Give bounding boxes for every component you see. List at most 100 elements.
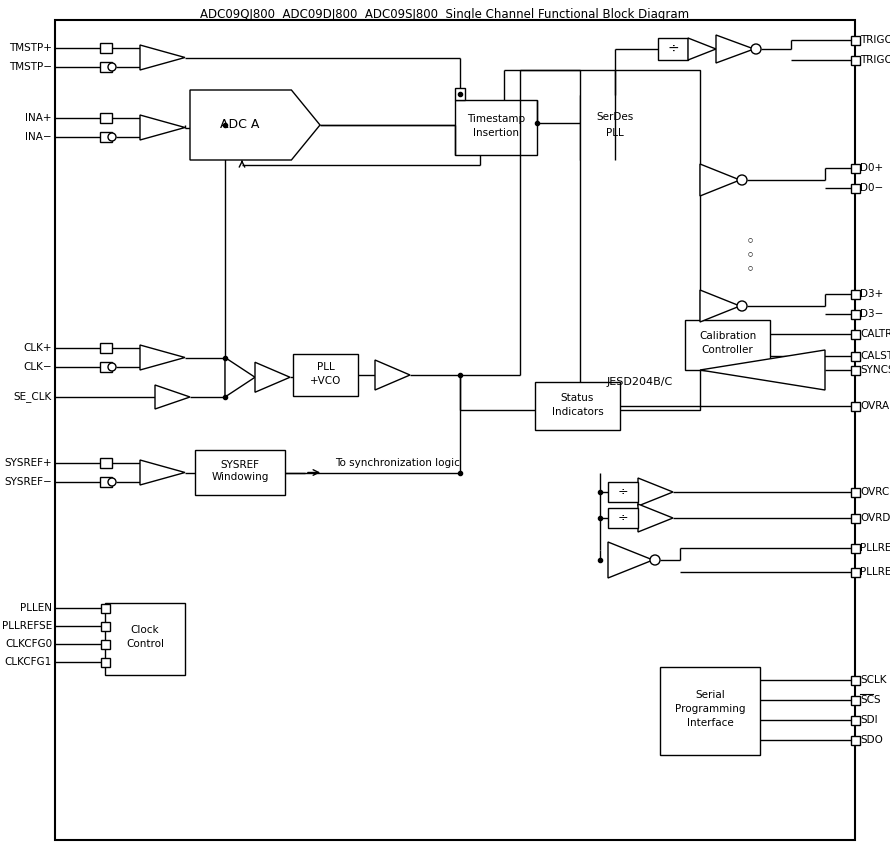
Polygon shape bbox=[140, 115, 185, 140]
Text: +VCO: +VCO bbox=[310, 376, 341, 386]
Bar bbox=[851, 735, 860, 745]
Bar bbox=[100, 62, 112, 72]
Text: CALTRIG: CALTRIG bbox=[860, 329, 890, 339]
Text: PLL: PLL bbox=[317, 362, 335, 372]
Polygon shape bbox=[140, 460, 185, 485]
Bar bbox=[658, 38, 688, 60]
Text: OVRA: OVRA bbox=[860, 401, 889, 411]
Text: Controller: Controller bbox=[701, 345, 753, 355]
Polygon shape bbox=[255, 362, 290, 392]
Text: Programming: Programming bbox=[675, 704, 745, 714]
Bar bbox=[851, 568, 860, 576]
Text: TMSTP−: TMSTP− bbox=[9, 62, 52, 72]
Text: D0−: D0− bbox=[860, 183, 883, 193]
Bar bbox=[851, 352, 860, 360]
Polygon shape bbox=[190, 90, 320, 160]
Text: INA+: INA+ bbox=[26, 113, 52, 123]
Text: D3−: D3− bbox=[860, 309, 884, 319]
Text: Timestamp: Timestamp bbox=[467, 114, 525, 124]
Text: TRIGOUT+: TRIGOUT+ bbox=[860, 35, 890, 45]
Text: Clock: Clock bbox=[131, 625, 159, 635]
Bar bbox=[851, 310, 860, 318]
Circle shape bbox=[108, 478, 116, 486]
Text: INA−: INA− bbox=[26, 132, 52, 142]
Polygon shape bbox=[700, 290, 740, 322]
Bar bbox=[293, 354, 358, 396]
Bar bbox=[685, 320, 770, 370]
Circle shape bbox=[108, 363, 116, 371]
Text: TMSTP+: TMSTP+ bbox=[9, 43, 52, 53]
Bar bbox=[100, 343, 112, 353]
Bar bbox=[851, 675, 860, 685]
Circle shape bbox=[751, 44, 761, 54]
Circle shape bbox=[737, 301, 747, 311]
Text: Serial: Serial bbox=[695, 690, 724, 700]
Polygon shape bbox=[140, 345, 185, 370]
Bar bbox=[851, 183, 860, 193]
Bar bbox=[851, 696, 860, 704]
Text: OVRC: OVRC bbox=[860, 487, 889, 497]
Polygon shape bbox=[225, 358, 255, 397]
Bar bbox=[608, 482, 638, 502]
Text: To synchronization logic: To synchronization logic bbox=[335, 458, 460, 468]
Polygon shape bbox=[638, 478, 673, 506]
Text: CLK−: CLK− bbox=[23, 362, 52, 372]
Bar bbox=[851, 513, 860, 523]
Text: TRIGOUT−: TRIGOUT− bbox=[860, 55, 890, 65]
Polygon shape bbox=[608, 542, 653, 578]
Text: Insertion: Insertion bbox=[473, 127, 519, 138]
Bar bbox=[580, 70, 700, 410]
Polygon shape bbox=[700, 350, 825, 390]
Text: CLK+: CLK+ bbox=[23, 343, 52, 353]
Bar bbox=[101, 658, 109, 666]
Circle shape bbox=[108, 133, 116, 141]
Polygon shape bbox=[155, 385, 190, 409]
Text: SE_CLK: SE_CLK bbox=[13, 391, 52, 402]
Polygon shape bbox=[638, 504, 673, 532]
Bar bbox=[851, 163, 860, 173]
Bar bbox=[105, 603, 185, 675]
Text: ÷: ÷ bbox=[618, 486, 628, 499]
Text: SerDes: SerDes bbox=[596, 113, 634, 122]
Bar bbox=[100, 458, 112, 468]
Text: ÷: ÷ bbox=[618, 512, 628, 525]
Circle shape bbox=[650, 555, 660, 565]
Text: CLKCFG1: CLKCFG1 bbox=[4, 657, 52, 667]
Text: OVRD: OVRD bbox=[860, 513, 890, 523]
Text: SYSREF: SYSREF bbox=[221, 459, 260, 470]
Text: SYNCSE\: SYNCSE\ bbox=[860, 365, 890, 375]
Bar bbox=[101, 622, 109, 630]
Bar bbox=[851, 329, 860, 339]
Bar bbox=[851, 366, 860, 374]
Text: Windowing: Windowing bbox=[211, 472, 269, 482]
Text: PLLREFO+: PLLREFO+ bbox=[860, 543, 890, 553]
Text: ÷: ÷ bbox=[668, 42, 679, 56]
Bar bbox=[851, 56, 860, 64]
Text: Status: Status bbox=[561, 393, 595, 403]
Polygon shape bbox=[140, 45, 185, 70]
Polygon shape bbox=[716, 35, 754, 63]
Text: PLL: PLL bbox=[606, 128, 624, 138]
Text: PLLEN: PLLEN bbox=[20, 603, 52, 613]
Text: Control: Control bbox=[126, 639, 164, 649]
Bar bbox=[851, 290, 860, 298]
Bar bbox=[100, 113, 112, 123]
Bar bbox=[100, 43, 112, 53]
Text: SYSREF+: SYSREF+ bbox=[4, 458, 52, 468]
Bar bbox=[100, 362, 112, 372]
Text: Indicators: Indicators bbox=[552, 407, 603, 417]
Polygon shape bbox=[375, 360, 410, 390]
Text: PLLREFO−: PLLREFO− bbox=[860, 567, 890, 577]
Text: CLKCFG0: CLKCFG0 bbox=[4, 639, 52, 649]
Text: SCS: SCS bbox=[860, 695, 880, 705]
Bar bbox=[851, 402, 860, 410]
Bar bbox=[851, 35, 860, 45]
Text: PLLREFSE: PLLREFSE bbox=[2, 621, 52, 631]
Text: SDI: SDI bbox=[860, 715, 878, 725]
Text: CALSTAT: CALSTAT bbox=[860, 351, 890, 361]
Bar bbox=[851, 488, 860, 496]
Polygon shape bbox=[688, 38, 716, 60]
Text: JESD204B/C: JESD204B/C bbox=[607, 377, 673, 387]
Text: D3+: D3+ bbox=[860, 289, 883, 299]
Bar bbox=[660, 667, 760, 755]
